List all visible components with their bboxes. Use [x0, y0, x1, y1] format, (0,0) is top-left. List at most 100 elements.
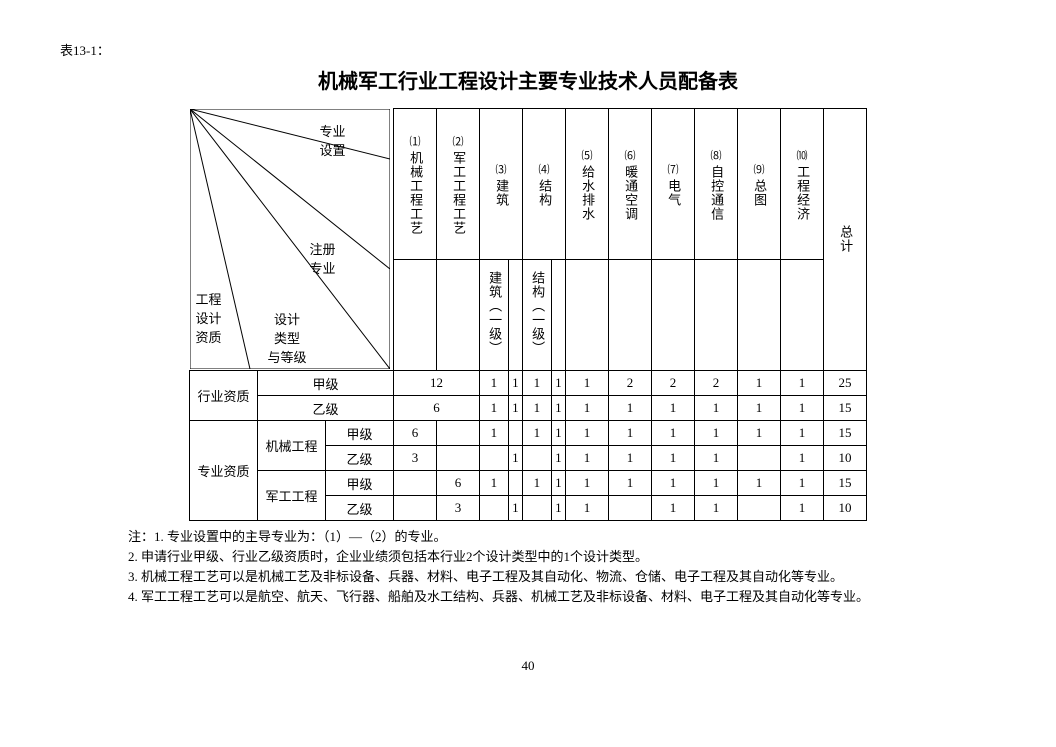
sub-c8	[695, 260, 738, 371]
cell	[437, 421, 480, 446]
sub-c2	[437, 260, 480, 371]
cell	[394, 496, 437, 521]
cell: 1	[523, 421, 552, 446]
cell: 1	[609, 421, 652, 446]
cell	[738, 446, 781, 471]
col-10: ⑽工程经济	[781, 109, 824, 260]
sub-c10	[781, 260, 824, 371]
cell: 1	[566, 421, 609, 446]
staffing-table: 专业 设置 注册 专业 工程 设计 资质 设计 类型 与等级 ⑴机械工程工艺 ⑵…	[189, 108, 867, 521]
cell: 1	[652, 421, 695, 446]
sub-c7	[652, 260, 695, 371]
col-2: ⑵军工工程工艺	[437, 109, 480, 260]
cell: 1	[695, 446, 738, 471]
diagonal-header: 专业 设置 注册 专业 工程 设计 资质 设计 类型 与等级	[190, 109, 394, 371]
diag-left-label: 工程 设计 资质	[196, 289, 222, 346]
cell-industry-label: 行业资质	[190, 371, 258, 421]
cell: 1	[508, 446, 522, 471]
note-3: 3. 机械工程工艺可以是机械工艺及非标设备、兵器、材料、电子工程及其自动化、物流…	[128, 567, 928, 587]
col-7: ⑺电气	[652, 109, 695, 260]
sub-c3b	[508, 260, 522, 371]
col-9: ⑼总图	[738, 109, 781, 260]
row-mil-jia: 军工工程 甲级 6 1 1 1 1 1 1 1 1 1 15	[190, 471, 867, 496]
cell	[508, 471, 522, 496]
cell	[480, 446, 509, 471]
note-2: 2. 申请行业甲级、行业乙级资质时，企业业绩须包括本行业2个设计类型中的1个设计…	[128, 547, 928, 567]
cell: 1	[781, 446, 824, 471]
cell-ind-yi-level: 乙级	[258, 396, 394, 421]
cell: 1	[508, 496, 522, 521]
cell-total: 15	[824, 471, 867, 496]
cell: 1	[781, 396, 824, 421]
cell: 1	[551, 396, 565, 421]
cell: 1	[480, 371, 509, 396]
col-5: ⑸给水排水	[566, 109, 609, 260]
col-total: 总计	[824, 109, 867, 371]
cell: 1	[781, 421, 824, 446]
cell: 2	[695, 371, 738, 396]
cell: 1	[652, 471, 695, 496]
cell: 1	[566, 371, 609, 396]
cell: 1	[551, 446, 565, 471]
diag-bottom-label: 设计 类型 与等级	[268, 309, 307, 366]
cell-total: 10	[824, 496, 867, 521]
table-label: 表13-1：	[60, 40, 996, 59]
sub-c3a: 建筑︵一级︶	[480, 260, 509, 371]
cell-total: 10	[824, 446, 867, 471]
cell: 1	[695, 421, 738, 446]
cell	[523, 446, 552, 471]
diag-top-label: 专业 设置	[320, 121, 346, 159]
cell-mech-label: 机械工程	[258, 421, 326, 471]
cell: 1	[566, 496, 609, 521]
cell: 1	[652, 496, 695, 521]
cell: 6	[394, 396, 480, 421]
cell: 2	[652, 371, 695, 396]
cell: 1	[781, 371, 824, 396]
sub-c1	[394, 260, 437, 371]
cell: 1	[523, 396, 552, 421]
cell: 1	[508, 371, 522, 396]
cell: 1	[566, 446, 609, 471]
cell-mil-yi-level: 乙级	[326, 496, 394, 521]
cell: 1	[523, 371, 552, 396]
cell: 1	[738, 421, 781, 446]
col-6: ⑹暖通空调	[609, 109, 652, 260]
cell: 1	[609, 396, 652, 421]
cell: 1	[738, 471, 781, 496]
note-4: 4. 军工工程工艺可以是航空、航天、飞行器、船舶及水工结构、兵器、机械工艺及非标…	[128, 587, 928, 607]
row-industry-yi: 乙级 6 1 1 1 1 1 1 1 1 1 1 15	[190, 396, 867, 421]
cell: 1	[781, 471, 824, 496]
sub-c4a: 结构︵一级︶	[523, 260, 552, 371]
cell: 3	[437, 496, 480, 521]
cell-ind-jia-level: 甲级	[258, 371, 394, 396]
cell: 1	[551, 371, 565, 396]
cell	[480, 496, 509, 521]
cell: 1	[566, 471, 609, 496]
cell: 1	[551, 496, 565, 521]
cell-mil-jia-level: 甲级	[326, 471, 394, 496]
cell-total: 25	[824, 371, 867, 396]
col-3: ⑶建筑	[480, 109, 523, 260]
cell: 1	[738, 396, 781, 421]
cell: 1	[480, 396, 509, 421]
cell-pro-label: 专业资质	[190, 421, 258, 521]
note-1: 注：1. 专业设置中的主导专业为：（1）—（2）的专业。	[128, 527, 928, 547]
page-title: 机械军工行业工程设计主要专业技术人员配备表	[60, 65, 996, 94]
col-1: ⑴机械工程工艺	[394, 109, 437, 260]
cell: 1	[738, 371, 781, 396]
cell: 1	[695, 396, 738, 421]
sub-c9	[738, 260, 781, 371]
cell: 1	[480, 421, 509, 446]
cell: 3	[394, 446, 437, 471]
sub-c6	[609, 260, 652, 371]
diag-mid-label: 注册 专业	[310, 239, 336, 277]
cell: 1	[508, 396, 522, 421]
cell: 1	[566, 396, 609, 421]
cell-total: 15	[824, 421, 867, 446]
col-4: ⑷结构	[523, 109, 566, 260]
header-row-1: 专业 设置 注册 专业 工程 设计 资质 设计 类型 与等级 ⑴机械工程工艺 ⑵…	[190, 109, 867, 260]
cell: 1	[551, 471, 565, 496]
cell	[523, 496, 552, 521]
cell	[738, 496, 781, 521]
cell: 1	[551, 421, 565, 446]
